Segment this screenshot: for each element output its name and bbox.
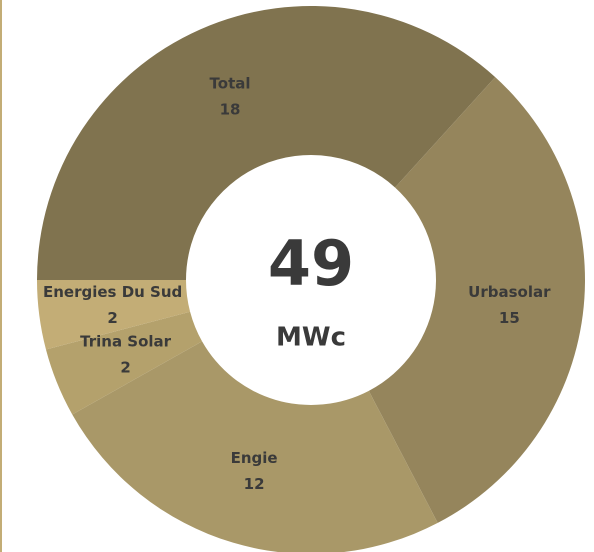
donut-segment bbox=[37, 280, 191, 350]
donut-segment bbox=[368, 77, 585, 523]
segment-name: Engie bbox=[231, 449, 278, 467]
donut-segment bbox=[72, 341, 438, 552]
center-value: 49 bbox=[268, 227, 354, 300]
segment-name: Energies Du Sud bbox=[43, 283, 182, 301]
segment-value: 12 bbox=[244, 475, 265, 493]
segment-value: 15 bbox=[499, 309, 520, 327]
segment-name: Urbasolar bbox=[468, 283, 551, 301]
donut-segment bbox=[45, 311, 203, 415]
center-unit: MWc bbox=[276, 323, 346, 353]
segment-value: 2 bbox=[107, 309, 117, 327]
segment-value: 2 bbox=[120, 359, 130, 377]
segment-name: Total bbox=[210, 75, 251, 93]
segment-value: 18 bbox=[220, 101, 241, 119]
segment-name: Trina Solar bbox=[80, 333, 172, 351]
segments bbox=[37, 5, 585, 552]
donut-segment bbox=[37, 5, 496, 280]
